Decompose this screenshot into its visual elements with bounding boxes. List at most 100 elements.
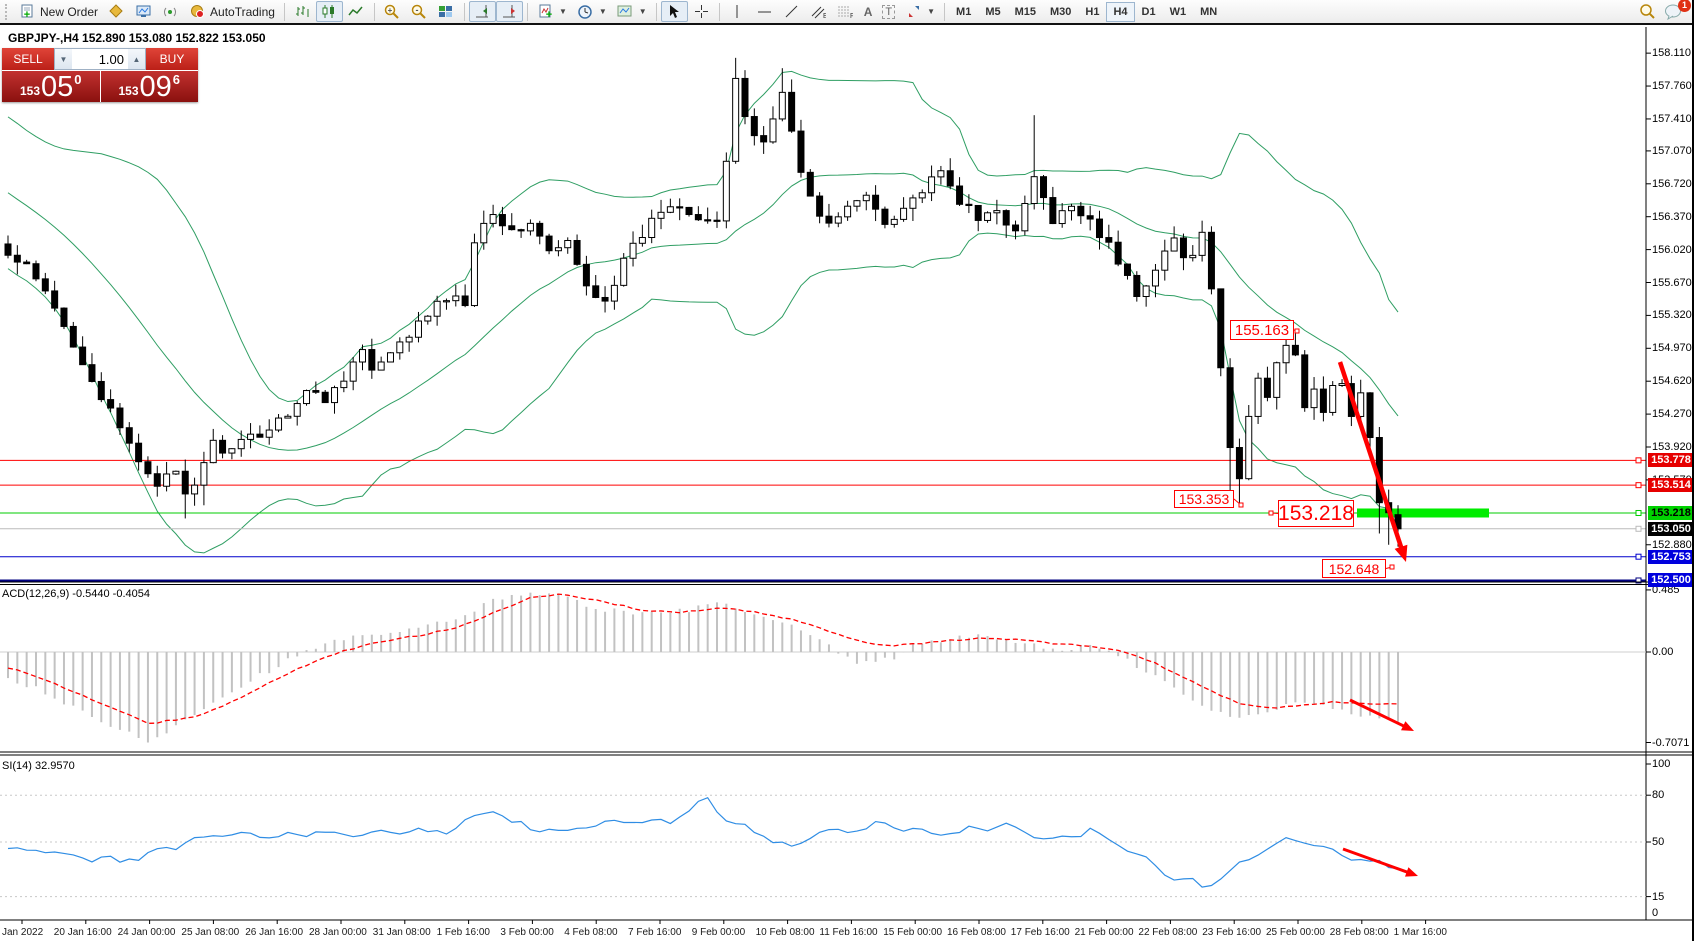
- arrows-tool[interactable]: ▼: [900, 1, 940, 22]
- sell-price[interactable]: 153 05 0: [2, 71, 101, 102]
- crosshair-button[interactable]: [688, 1, 715, 22]
- templates-button[interactable]: ▼: [612, 1, 652, 22]
- volume-increase-button[interactable]: ▲: [128, 49, 145, 69]
- chart-shift-button[interactable]: [495, 1, 523, 22]
- timeframe-button-m15[interactable]: M15: [1014, 5, 1037, 18]
- candle: [1310, 388, 1318, 409]
- price-annotation-label[interactable]: 152.648: [1322, 559, 1386, 578]
- svg-text:F: F: [850, 13, 853, 19]
- candle: [470, 242, 478, 307]
- candle: [489, 214, 497, 224]
- candle: [816, 195, 824, 217]
- strategy-tester-button[interactable]: [130, 1, 157, 22]
- buy-price[interactable]: 153 09 6: [101, 71, 199, 102]
- candle: [4, 243, 12, 256]
- auto-scroll-button[interactable]: [468, 1, 496, 22]
- trend-arrow[interactable]: [1349, 698, 1414, 731]
- price-tick-label: 154.270: [1652, 408, 1692, 421]
- buy-button[interactable]: BUY: [146, 48, 198, 70]
- volume-decrease-button[interactable]: ▼: [55, 49, 72, 69]
- timeframe-button-d1[interactable]: D1: [1141, 5, 1156, 18]
- toolbar-grip[interactable]: [5, 3, 11, 20]
- templates-dropdown-arrow[interactable]: ▼: [638, 7, 647, 16]
- zoom-in-button[interactable]: +: [379, 1, 406, 22]
- tile-windows-button[interactable]: [433, 1, 460, 22]
- new-order-button[interactable]: + New Order: [14, 1, 103, 22]
- autotrading-button[interactable]: AutoTrading: [184, 1, 280, 22]
- horizontal-line-tool[interactable]: [751, 1, 778, 22]
- line-chart-button[interactable]: [343, 1, 370, 22]
- chat-notifications-icon[interactable]: 1: [1662, 0, 1691, 20]
- fibonacci-tool[interactable]: F: [832, 1, 859, 22]
- cursor-button[interactable]: [660, 1, 688, 22]
- text-tool-label: A: [863, 4, 873, 19]
- search-icon[interactable]: [1639, 4, 1656, 20]
- volume-input[interactable]: [72, 49, 128, 69]
- candle: [247, 433, 255, 440]
- candle: [592, 285, 600, 298]
- candle: [1086, 215, 1094, 220]
- price-annotation-label[interactable]: 153.353: [1174, 490, 1234, 508]
- indicators-button[interactable]: + ▼: [532, 1, 572, 22]
- rsi-scale-label: 15: [1652, 890, 1665, 903]
- zoom-in-icon: +: [384, 4, 401, 20]
- candle: [312, 390, 320, 393]
- candle: [984, 212, 992, 221]
- candle: [1189, 254, 1197, 259]
- timeframe-button-mn[interactable]: MN: [1200, 5, 1218, 18]
- indicators-dropdown-arrow[interactable]: ▼: [558, 7, 567, 16]
- candle: [1226, 367, 1234, 449]
- time-axis-label: 4 Feb 08:00: [564, 927, 618, 938]
- trendline-tool[interactable]: [778, 1, 805, 22]
- candle: [825, 215, 833, 224]
- equidistant-channel-tool[interactable]: E: [805, 1, 832, 22]
- candle: [1366, 392, 1374, 439]
- periods-dropdown-arrow[interactable]: ▼: [598, 7, 607, 16]
- svg-text:E: E: [823, 13, 826, 19]
- candle: [610, 284, 618, 302]
- sell-button[interactable]: SELL: [2, 48, 54, 70]
- hline-anchor: [1635, 525, 1642, 532]
- price-tick-label: 158.110: [1652, 47, 1691, 60]
- candle: [1291, 344, 1299, 356]
- buy-price-big: 09: [139, 71, 172, 103]
- signals-button[interactable]: [157, 1, 184, 22]
- timeframe-button-m1[interactable]: M1: [956, 5, 972, 18]
- price-badge-153.050: 153.050: [1648, 521, 1692, 536]
- text-tool[interactable]: A: [859, 1, 878, 22]
- candle: [1123, 263, 1131, 276]
- bar-chart-button[interactable]: [289, 1, 316, 22]
- price-tick-label: 155.670: [1652, 276, 1692, 289]
- price-annotation-label[interactable]: 155.163: [1230, 320, 1294, 340]
- periods-button[interactable]: ▼: [572, 1, 612, 22]
- text-label-tool[interactable]: T: [877, 1, 900, 22]
- candle: [237, 438, 245, 450]
- sell-price-big: 05: [41, 71, 74, 103]
- candle: [732, 77, 740, 162]
- candlestick-chart-button[interactable]: [315, 1, 343, 22]
- label-anchor: [1268, 510, 1274, 516]
- trend-arrow[interactable]: [1342, 847, 1418, 877]
- candle: [760, 135, 768, 143]
- zoom-out-button[interactable]: -: [406, 1, 433, 22]
- candle: [414, 320, 422, 338]
- arrows-dropdown-arrow[interactable]: ▼: [927, 7, 936, 16]
- time-axis-label: 28 Feb 08:00: [1329, 927, 1389, 938]
- candle: [564, 239, 572, 249]
- trend-arrow[interactable]: [1337, 361, 1408, 562]
- price-annotation-label[interactable]: 153.218: [1278, 500, 1354, 527]
- candle: [321, 391, 329, 404]
- timeframe-button-w1[interactable]: W1: [1169, 5, 1187, 18]
- timeframe-button-m30[interactable]: M30: [1050, 5, 1072, 18]
- chart-canvas: [0, 27, 1692, 924]
- vertical-line-tool[interactable]: [724, 1, 751, 22]
- bollinger-lower-band: [7, 232, 1399, 554]
- candle: [191, 484, 199, 495]
- timeframe-button-h4[interactable]: H4: [1106, 1, 1135, 22]
- bollinger-middle-band: [7, 172, 1399, 451]
- timeframe-button-h1[interactable]: H1: [1085, 5, 1100, 18]
- market-watch-button[interactable]: [103, 1, 130, 22]
- time-axis-label: 1 Feb 16:00: [436, 927, 490, 938]
- gold-diamond-icon: [108, 4, 125, 20]
- timeframe-button-m5[interactable]: M5: [985, 5, 1001, 18]
